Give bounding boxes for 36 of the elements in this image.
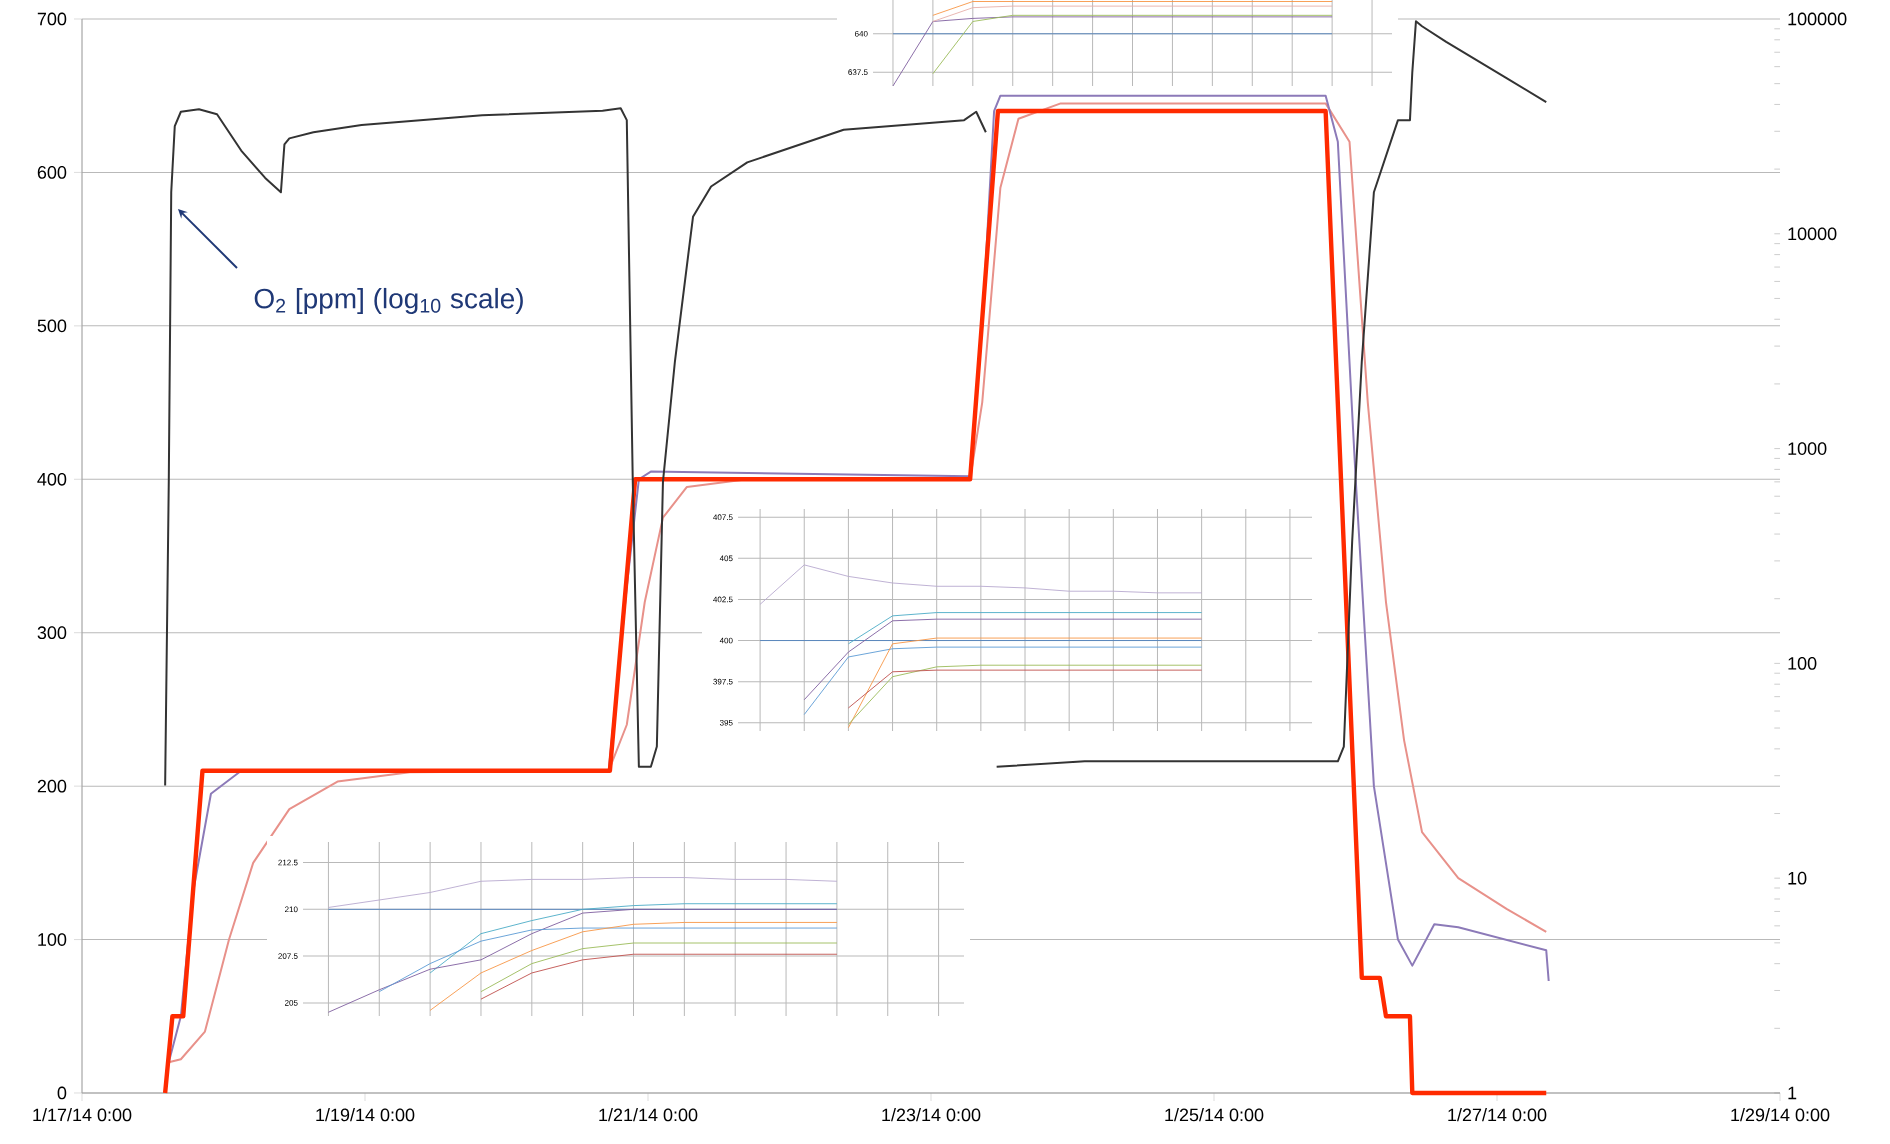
y2-tick-label: 100000 xyxy=(1788,12,1847,26)
y2-tick-label: 10 xyxy=(1788,871,1807,885)
x-tick-label: 1/17/14 0:00 xyxy=(33,1108,132,1122)
x-tick-label: 1/23/14 0:00 xyxy=(882,1108,981,1122)
y-tick-label: 0 xyxy=(57,1086,67,1100)
x-tick-label: 1/19/14 0:00 xyxy=(316,1108,415,1122)
y-tick-label: 395 xyxy=(719,719,733,726)
y2-tick-label: 10000 xyxy=(1788,227,1837,241)
y-tick-label: 640 xyxy=(855,30,868,37)
y2-tick-label: 100 xyxy=(1788,657,1817,670)
y-tick-label: 200 xyxy=(37,779,67,793)
y-tick-label: 637.5 xyxy=(848,69,868,75)
annotation: O$_{2}$ [ppm] (log$_{10}$ scale) xyxy=(254,287,523,315)
y-tick-label: 212.5 xyxy=(278,859,298,866)
y-tick-label: 500 xyxy=(37,319,67,333)
y-tick-label: 400 xyxy=(37,472,67,486)
x-tick-label: 1/29/14 0:00 xyxy=(1731,1108,1830,1122)
y-tick-label: 300 xyxy=(37,626,67,640)
y-tick-label: 600 xyxy=(37,166,67,179)
x-tick-label: 1/21/14 0:00 xyxy=(599,1108,698,1122)
line-series xyxy=(327,877,838,908)
y-tick-label: 397.5 xyxy=(713,678,733,685)
line-series xyxy=(759,564,1203,605)
y2-tick-label: 1000 xyxy=(1788,442,1827,455)
y-tick-label: 407.5 xyxy=(713,514,733,521)
y-tick-label: 207.5 xyxy=(278,953,298,959)
x-tick-label: 1/25/14 0:00 xyxy=(1165,1108,1264,1122)
y-tick-label: 405 xyxy=(719,555,733,562)
y-tick-label: 205 xyxy=(285,1000,298,1006)
y2-tick-label: 1 xyxy=(1788,1086,1797,1100)
y-tick-label: 400 xyxy=(719,637,733,644)
y-tick-label: 700 xyxy=(37,12,67,26)
y-tick-label: 402.5 xyxy=(713,596,733,603)
x-tick-label: 1/27/14 0:00 xyxy=(1448,1108,1547,1122)
y-tick-label: 210 xyxy=(285,906,298,913)
y-tick-label: 100 xyxy=(38,933,67,946)
